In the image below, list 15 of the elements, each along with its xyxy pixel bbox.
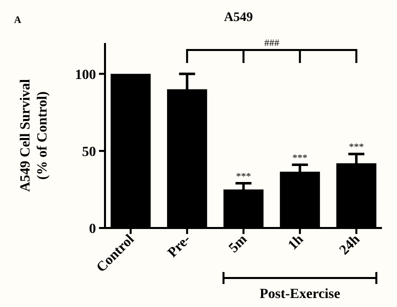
x-tick-label: Pre-	[165, 232, 194, 261]
x-tick-label: 24h	[337, 232, 364, 258]
y-tick-label: 50	[82, 144, 96, 160]
annotation: ***	[348, 142, 364, 153]
chart-title: A549	[224, 9, 254, 24]
text: A	[14, 15, 22, 26]
y-tick-label: 100	[75, 68, 96, 83]
x-tick-label: 5m	[226, 232, 251, 256]
annotation: ***	[292, 152, 308, 164]
y-axis-title: A549 Cell Survival (% of Control)	[18, 79, 50, 192]
annotation: ###	[264, 38, 280, 49]
x-tick-label: 1h	[286, 232, 307, 254]
annotation: ***	[236, 171, 251, 182]
text: Post-Exercise	[260, 287, 340, 302]
y-tick-label: 0	[89, 222, 96, 237]
